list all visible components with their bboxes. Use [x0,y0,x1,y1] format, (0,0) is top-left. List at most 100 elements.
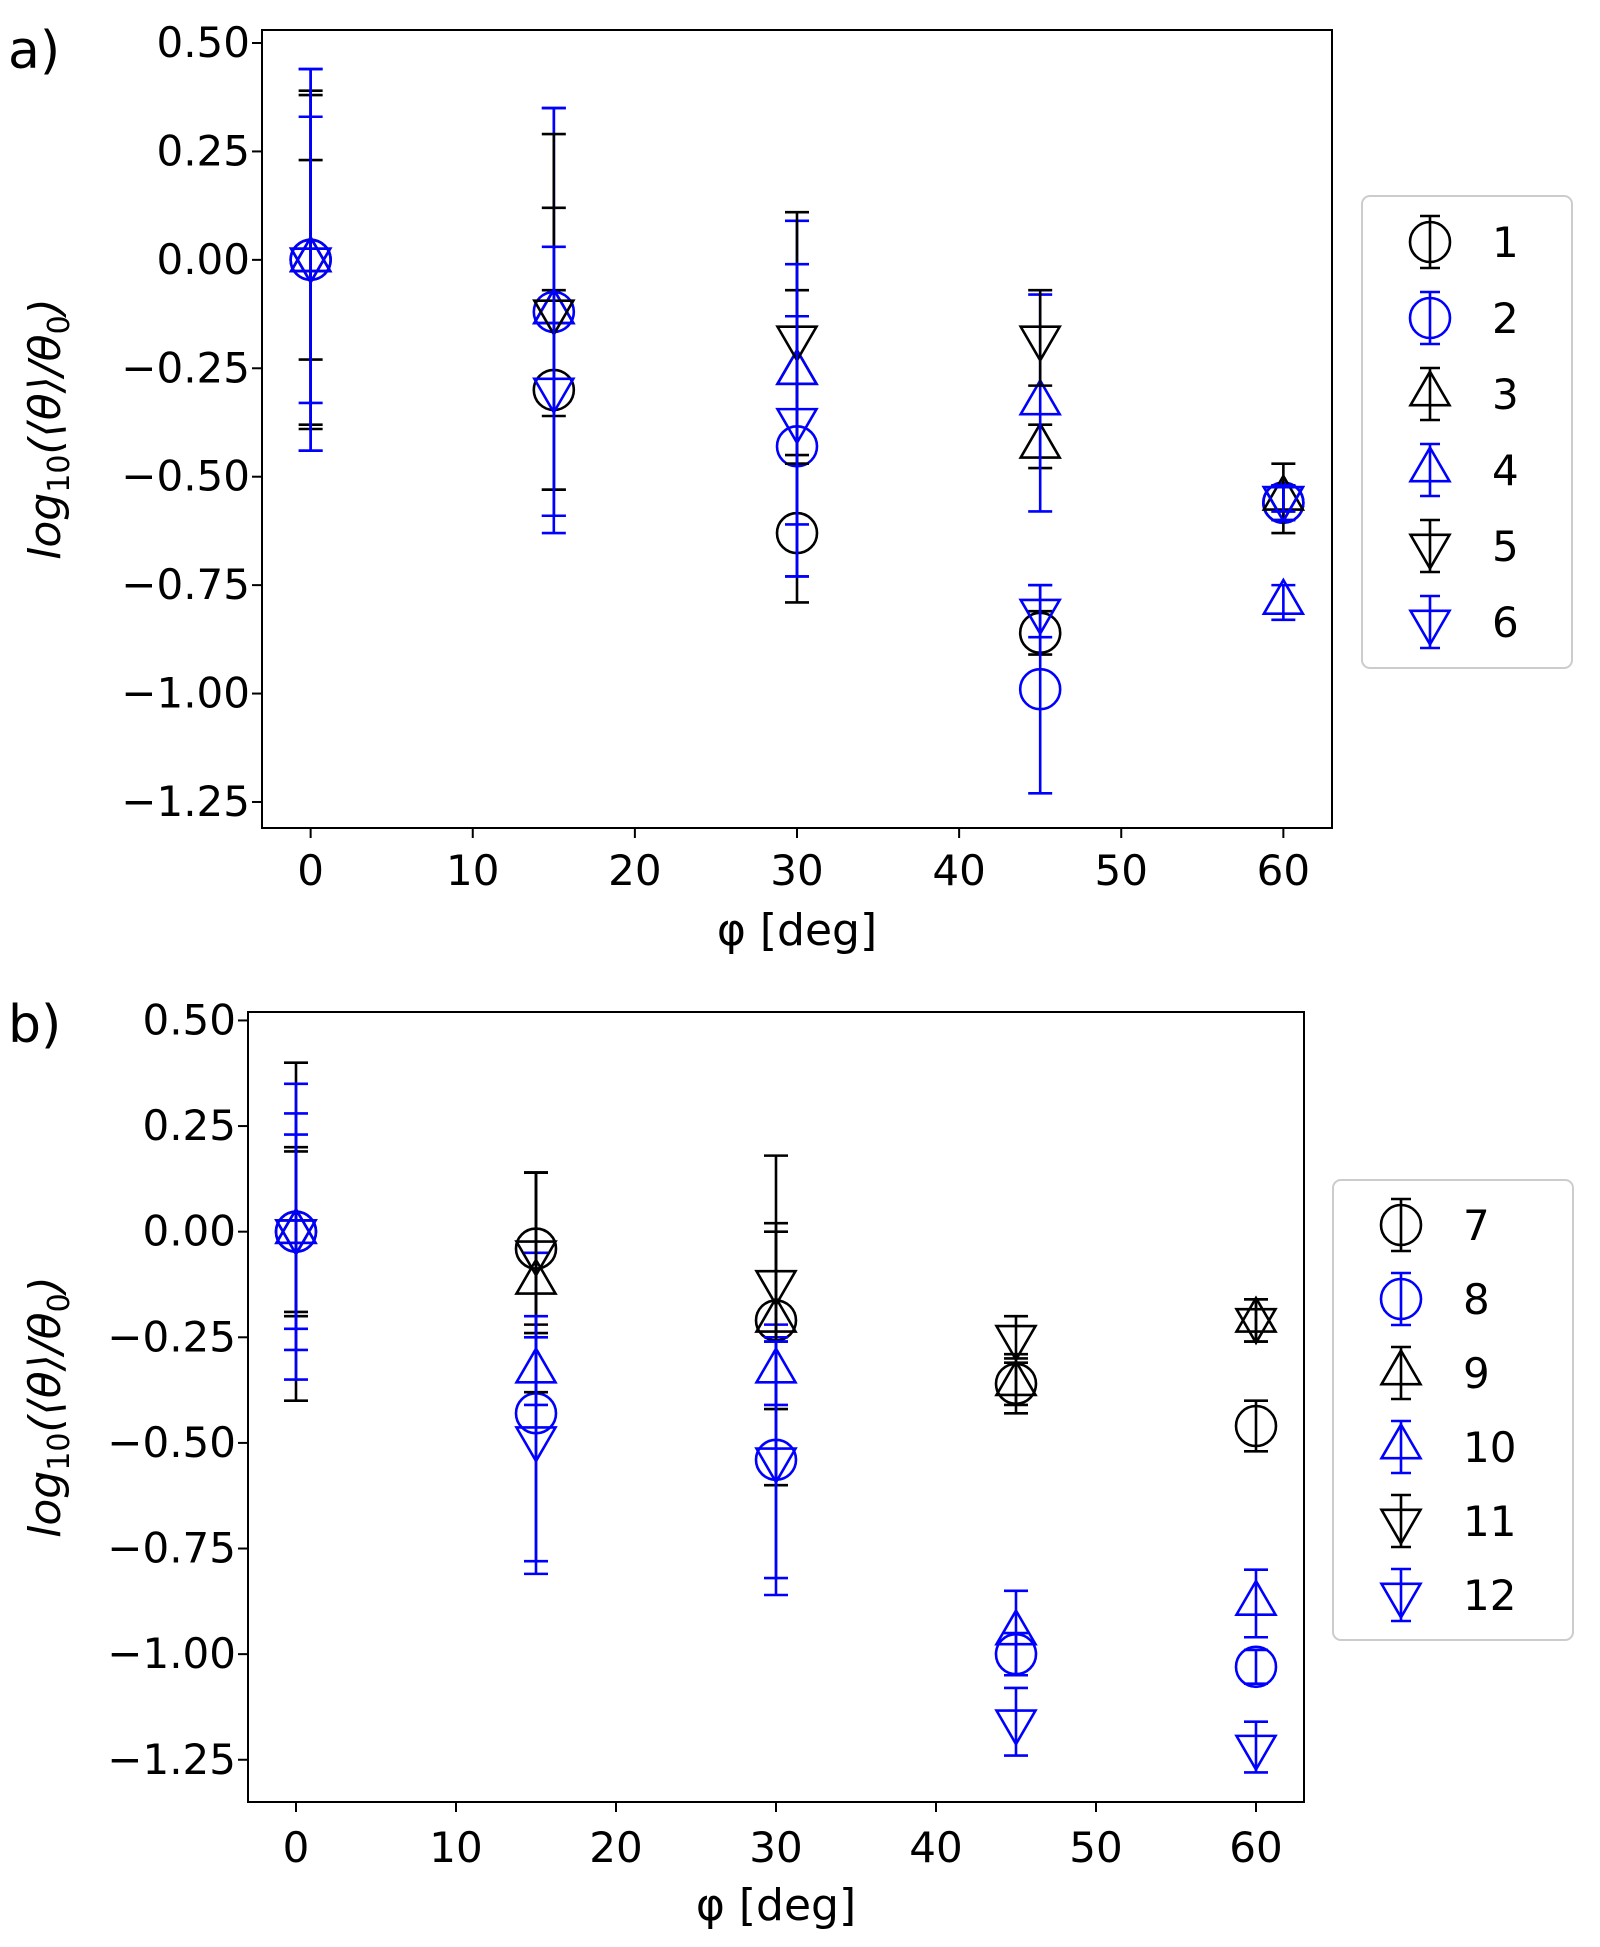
panel-b-ytick-label: −0.25 [107,1312,236,1361]
series-12-point [514,1426,558,1464]
panel-a-ylabel-sub2: 0 [42,315,77,334]
panel-a-ytick-label: −0.50 [121,452,250,501]
panel-a-legend-label: 1 [1492,218,1519,267]
panel-b-xtick-label: 0 [283,1823,310,1872]
panel-a-ytick-label: −0.25 [121,343,250,392]
panel-b-label: b) [8,995,61,1055]
panel-a: a) 0 10 20 30 40 50 600.500.250.00−0.25−0.50−0… [8,18,1573,956]
panel-a-label: a) [8,21,60,81]
panel-a-legend-label: 6 [1492,598,1519,647]
panel-a-legend-entry-6: 6 [1408,594,1519,650]
panel-b-ytick-label: −0.75 [107,1524,236,1573]
panel-b-ylabel-base: log [20,1471,71,1538]
legend-11-marker [1379,1508,1423,1546]
panel-a-xtick-label: 60 [1257,846,1310,895]
panel-b-ytick-label: 0.50 [142,995,236,1044]
panel-a-legend-entry-1: 1 [1408,214,1519,270]
panel-a-ylabel: log10(⟨θ⟩/θ0) [20,298,77,560]
legend-12-marker [1379,1582,1423,1620]
panel-b-legend-label: 12 [1463,1571,1516,1620]
panel-b-xtick-label: 30 [749,1823,802,1872]
panel-b-legend-label: 7 [1463,1201,1490,1250]
series-10-point [994,1608,1038,1646]
series-11-point [1234,1307,1278,1346]
series-11-point [994,1324,1038,1363]
legend-2-marker [1408,296,1452,340]
legend-5-marker [1408,533,1452,571]
panel-b-legend: 7 8 9 10 11 12 [1332,1179,1574,1641]
panel-a-ytick-label: −1.25 [121,777,250,826]
panel-a-legend-label: 2 [1492,294,1519,343]
legend-6-marker [1408,609,1452,647]
panel-b-ytick-label: −0.50 [107,1418,236,1467]
panel-a-xtick-label: 40 [932,846,985,895]
series-12-point [274,1219,318,1257]
panel-b-plot-frame [247,1011,1305,1803]
panel-a-legend-frame [1361,195,1573,669]
panel-a-xtick-label: 50 [1095,846,1148,895]
panel-a-plot-frame [261,29,1333,829]
legend-7-marker [1379,1203,1423,1247]
panel-a-legend-label: 3 [1492,370,1519,419]
series-12-point [1234,1734,1278,1773]
panel-a-ytick-label: −0.75 [121,560,250,609]
panel-b-plot: 0 10 20 30 40 50 60 0.50 0.25 0.00 −0.25 −0.50 −0.75… [107,995,1282,1872]
panel-b-legend-entry-10: 10 [1379,1419,1516,1475]
panel-a-legend-label: 4 [1492,446,1519,495]
panel-b-xtick-label: 40 [909,1823,962,1872]
series-6-point [1018,598,1062,637]
series-4-point [1018,377,1062,416]
series-6-point [288,247,333,285]
panel-a-xtick-label: 0 [297,846,324,895]
panel-b-legend-entry-12: 12 [1379,1567,1516,1623]
panel-a-ytick-label: −1.00 [121,669,250,718]
legend-3-marker [1408,369,1452,407]
panel-b-xtick-label: 20 [589,1823,642,1872]
legend-1-marker [1408,220,1452,264]
series-7-point [1234,1404,1278,1448]
panel-a-ylabel-sub: 10 [42,455,77,493]
panel-b-xtick-label: 10 [429,1823,482,1872]
panel-a-series-6 [288,115,1306,639]
panel-a-ytick-label: 0.00 [156,235,250,284]
panel-b-ylabel: log10(⟨θ⟩/θ0) [20,1276,77,1538]
panel-b-ytick-label: −1.25 [107,1735,236,1784]
panel-a-ylabel-rest: (⟨θ⟩/θ [20,334,71,454]
panel-a-legend: 1 2 3 4 5 6 [1361,195,1573,669]
legend-4-marker [1408,445,1452,483]
panel-b-ytick-label: 0.25 [142,1101,236,1150]
series-12-point [994,1709,1038,1747]
panel-b-legend-label: 11 [1463,1497,1516,1546]
series-6-point [1261,485,1306,524]
panel-b-series-12 [274,1133,1278,1774]
panel-a-legend-entry-2: 2 [1408,290,1519,346]
series-10-point [1234,1578,1278,1616]
legend-9-marker [1379,1348,1423,1386]
panel-a-legend-entry-5: 5 [1408,518,1519,574]
panel-b-legend-frame [1332,1179,1574,1641]
series-6-point [532,377,576,415]
panel-b-legend-entry-11: 11 [1379,1493,1516,1549]
panel-b-legend-entry-8: 8 [1379,1271,1490,1327]
panel-b-xtick-label: 60 [1229,1823,1282,1872]
panel-a-ytick-label: 0.25 [156,126,250,175]
series-11-point [754,1269,798,1308]
panel-a-ylabel-base: log [20,493,71,560]
series-4-point [1261,577,1306,615]
panel-a-xlabel: φ [deg] [717,905,877,956]
panel-b-legend-label: 10 [1463,1423,1516,1472]
series-9-point [994,1358,1038,1397]
panel-b-legend-label: 8 [1463,1275,1490,1324]
panel-a-ytick-label: 0.50 [156,18,250,67]
legend-10-marker [1379,1422,1423,1460]
series-12-point [754,1447,798,1485]
panel-b-ylabel-rest: (⟨θ⟩/θ [20,1312,71,1432]
panel-b-legend-label: 9 [1463,1349,1490,1398]
legend-8-marker [1379,1277,1423,1321]
panel-a-xtick-label: 30 [770,846,823,895]
panel-b-legend-entry-9: 9 [1379,1345,1490,1401]
panel-b-xlabel: φ [deg] [696,1880,856,1931]
series-2-point [1018,667,1062,711]
series-11-point [514,1240,558,1278]
